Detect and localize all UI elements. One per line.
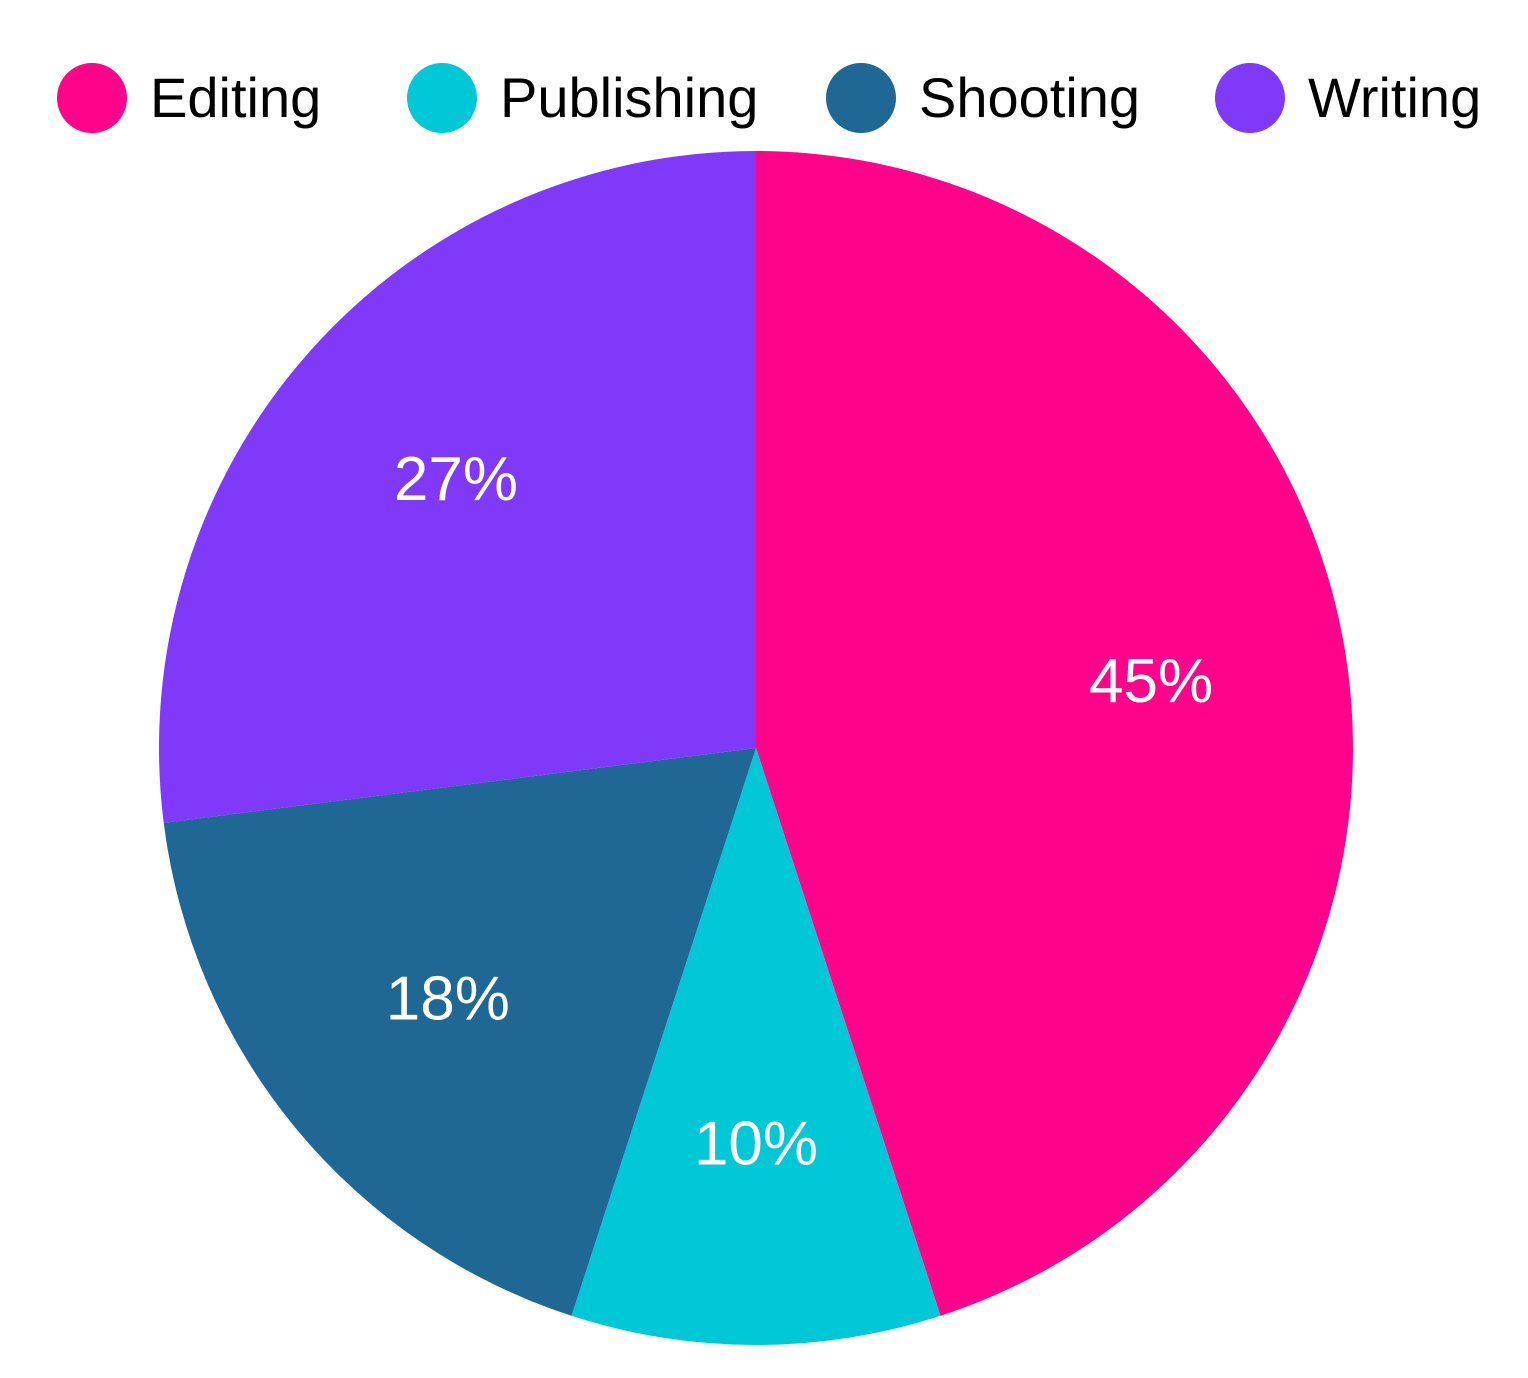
legend-swatch bbox=[1215, 63, 1285, 133]
slice-label: 45% bbox=[1089, 647, 1213, 716]
pie-slice bbox=[158, 151, 756, 823]
legend-swatch bbox=[57, 63, 127, 133]
pie-slice bbox=[571, 748, 941, 1345]
pie-slice bbox=[163, 748, 756, 1316]
legend-swatch bbox=[407, 63, 477, 133]
legend-label: Shooting bbox=[919, 66, 1140, 129]
legend-label: Editing bbox=[150, 66, 321, 129]
pie-slice bbox=[756, 151, 1353, 1316]
legend-swatch bbox=[826, 63, 896, 133]
slice-label: 10% bbox=[694, 1109, 818, 1178]
legend-label: Writing bbox=[1308, 66, 1481, 129]
legend-label: Publishing bbox=[500, 66, 758, 129]
slice-label: 27% bbox=[394, 445, 518, 514]
slice-label: 18% bbox=[386, 964, 510, 1033]
